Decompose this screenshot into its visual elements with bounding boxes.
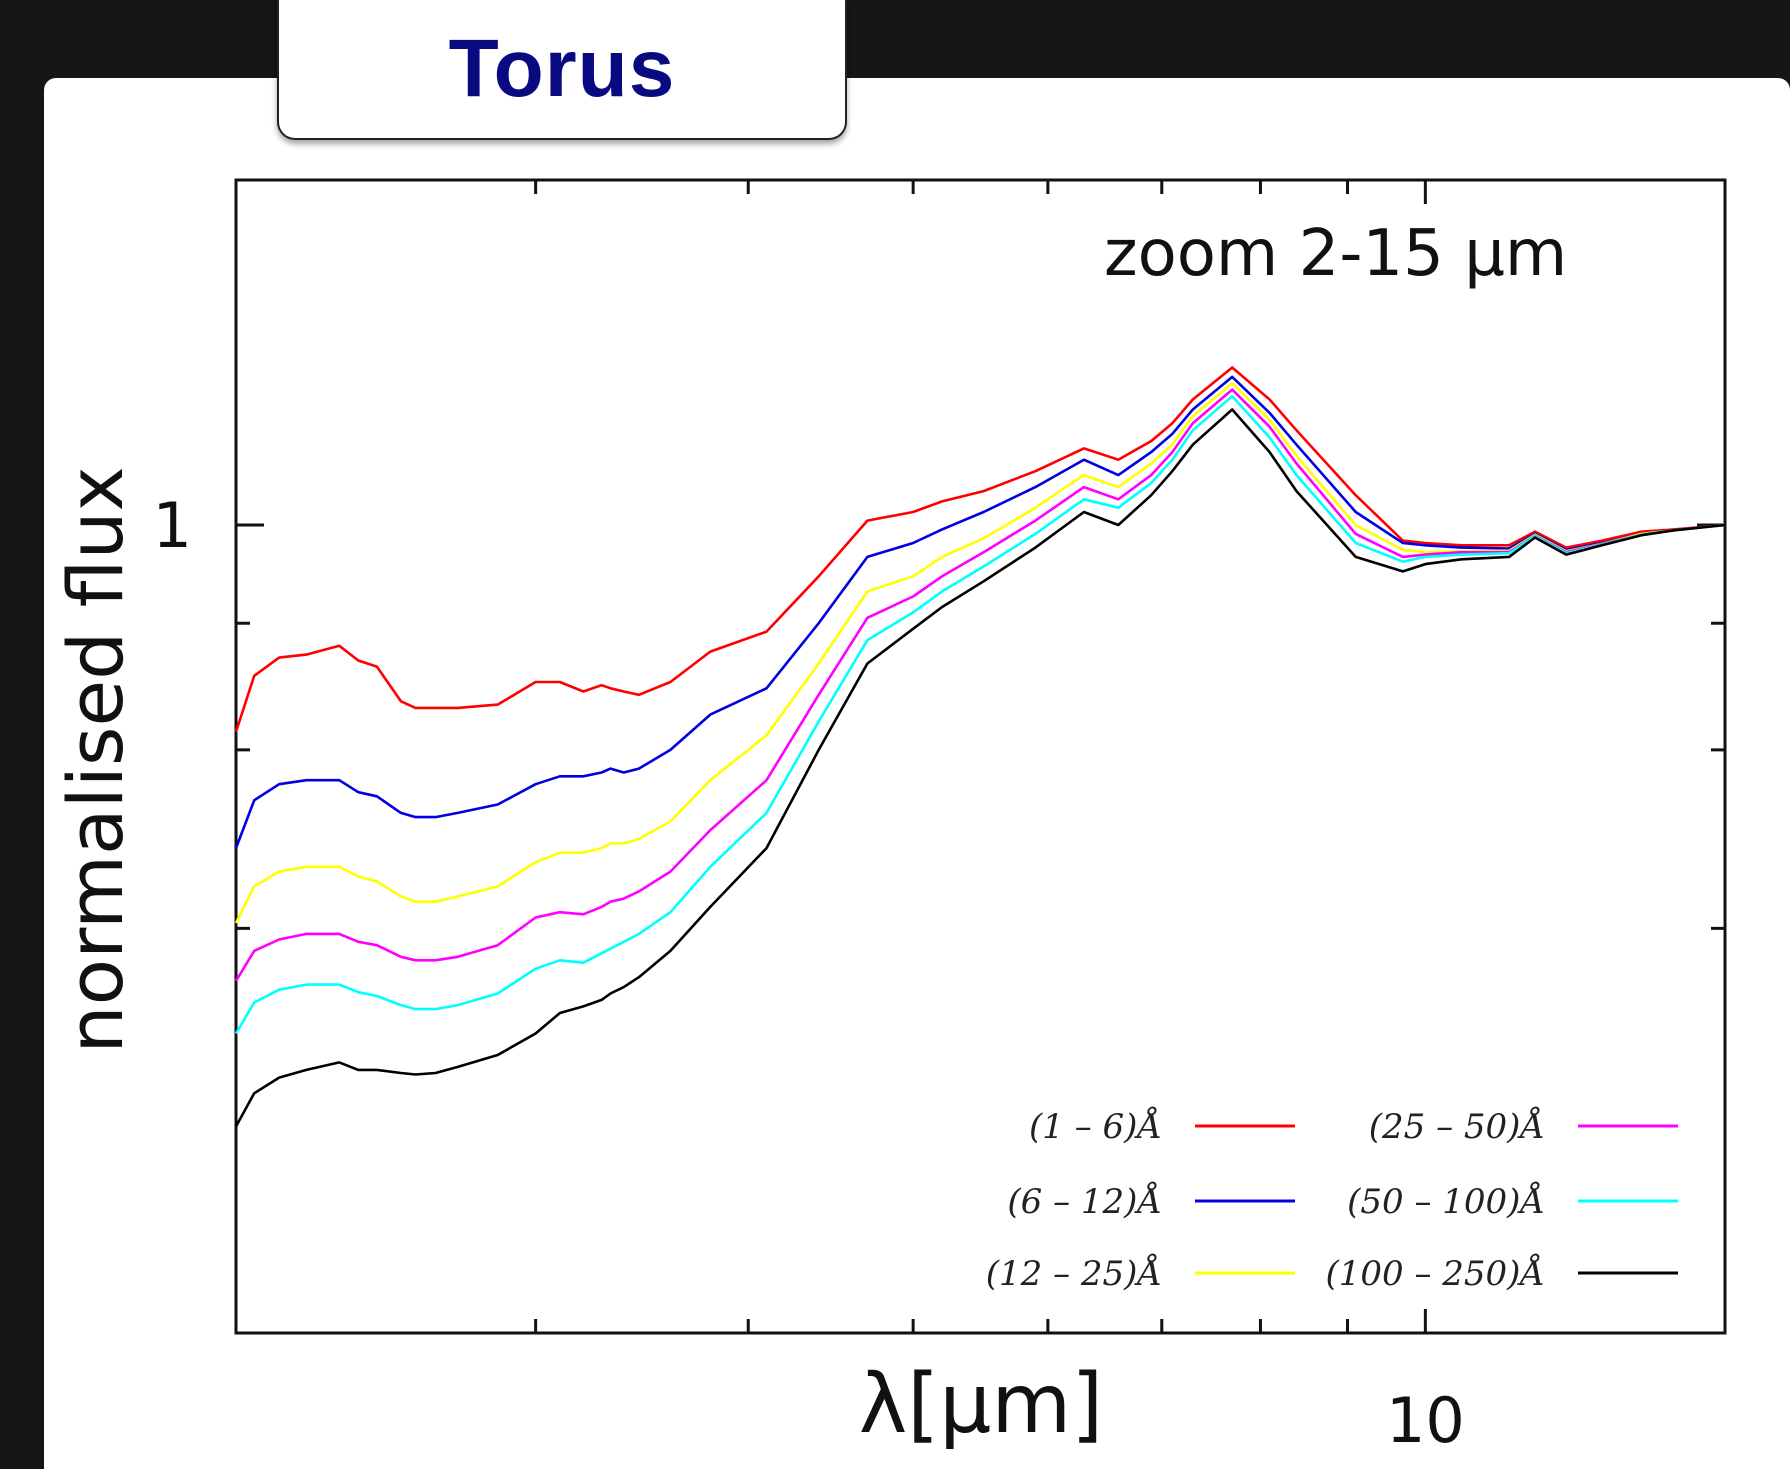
legend-label: (1 – 6)Å (1029, 1106, 1162, 1147)
series-line (234, 394, 1726, 1035)
legend-label: (50 – 100)Å (1347, 1181, 1545, 1222)
x-tick-marks (534, 180, 1427, 1333)
plot-frame (234, 178, 1727, 1335)
y-tick-label: 1 (153, 489, 192, 562)
legend-label: (6 – 12)Å (1007, 1181, 1162, 1222)
legend: (1 – 6)Å (6 – 12)Å (12 – 25)Å (25 – 50)Å (50… (986, 1106, 1678, 1294)
series-line (234, 381, 1726, 924)
legend-label: (12 – 25)Å (986, 1253, 1162, 1294)
x-axis-label: λ[μm] (859, 1357, 1104, 1452)
slide-title: Torus (448, 23, 676, 114)
series-line (234, 375, 1726, 849)
x-tick-label: 10 (1386, 1384, 1465, 1457)
series-line (234, 408, 1726, 1128)
zoom-annotation: zoom 2-15 μm (1104, 217, 1567, 291)
series-line (234, 388, 1726, 982)
legend-label: (100 – 250)Å (1326, 1253, 1546, 1294)
y-tick-marks (236, 523, 1725, 930)
title-tab: Torus (277, 0, 847, 140)
series-line (234, 366, 1726, 733)
slide-panel (44, 78, 1790, 1469)
series-layer (234, 366, 1726, 1128)
y-axis-label: normalised flux (51, 466, 140, 1053)
legend-label: (25 – 50)Å (1369, 1106, 1545, 1147)
